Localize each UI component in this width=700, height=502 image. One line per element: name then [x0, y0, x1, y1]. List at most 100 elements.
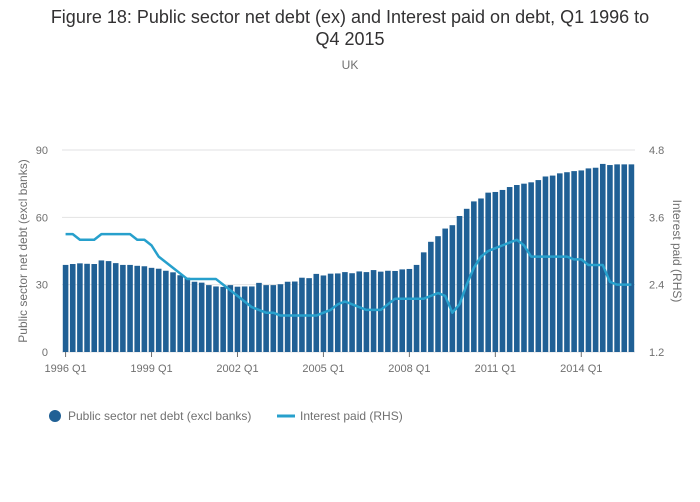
bar[interactable] — [506, 187, 513, 352]
bar[interactable] — [420, 252, 427, 352]
x-tick-label: 2002 Q1 — [216, 363, 258, 375]
bar[interactable] — [377, 271, 384, 352]
bar[interactable] — [621, 164, 628, 352]
legend-debt-swatch — [49, 410, 61, 422]
bar[interactable] — [191, 281, 198, 352]
bar[interactable] — [363, 272, 370, 352]
bar[interactable] — [220, 286, 226, 352]
x-tick-label: 1999 Q1 — [130, 363, 172, 375]
right-tick-label: 1.2 — [649, 347, 664, 359]
bar[interactable] — [549, 175, 556, 352]
bar[interactable] — [234, 286, 241, 352]
chart-title-line-2: Q4 2015 — [315, 29, 384, 49]
bar[interactable] — [155, 268, 162, 352]
line-series — [65, 232, 632, 317]
bar[interactable] — [270, 285, 277, 352]
bar[interactable] — [249, 286, 255, 352]
bar[interactable] — [585, 168, 592, 352]
bar[interactable] — [91, 264, 98, 352]
bar[interactable] — [456, 215, 463, 352]
bar[interactable] — [105, 261, 112, 352]
left-tick-label: 30 — [36, 280, 48, 292]
bar[interactable] — [62, 264, 69, 352]
bar[interactable] — [170, 272, 176, 352]
interest-line[interactable] — [65, 232, 632, 317]
bar[interactable] — [478, 198, 484, 352]
bar[interactable] — [449, 225, 456, 352]
x-tick-label: 2008 Q1 — [388, 363, 430, 375]
bar[interactable] — [163, 270, 169, 352]
bar[interactable] — [263, 285, 269, 352]
bar[interactable] — [628, 164, 635, 352]
bar[interactable] — [177, 275, 183, 352]
legend-item-interest[interactable]: Interest paid (RHS) — [277, 409, 403, 423]
bar[interactable] — [535, 180, 542, 352]
bar[interactable] — [463, 208, 470, 352]
bar-series — [62, 163, 635, 352]
bar[interactable] — [356, 271, 363, 352]
bar[interactable] — [148, 267, 155, 352]
bar[interactable] — [277, 284, 284, 352]
legend-debt-label: Public sector net debt (excl banks) — [68, 409, 251, 423]
bar[interactable] — [592, 167, 599, 352]
bar[interactable] — [349, 273, 355, 352]
legend-item-debt[interactable]: Public sector net debt (excl banks) — [49, 409, 251, 423]
bar[interactable] — [385, 270, 391, 352]
bar[interactable] — [77, 263, 83, 352]
right-axis-ticks: 1.2 2.4 3.6 4.8 — [649, 145, 664, 359]
legend-interest-label: Interest paid (RHS) — [300, 409, 403, 423]
bar[interactable] — [542, 176, 549, 352]
bar[interactable] — [327, 273, 334, 352]
x-tick-label: 2005 Q1 — [302, 363, 344, 375]
bar[interactable] — [134, 265, 140, 352]
bar[interactable] — [256, 282, 262, 352]
bar[interactable] — [313, 273, 320, 352]
bar[interactable] — [614, 164, 620, 352]
bar[interactable] — [499, 189, 506, 352]
bar[interactable] — [241, 286, 248, 352]
bar[interactable] — [141, 266, 148, 352]
bar[interactable] — [557, 173, 563, 352]
bar[interactable] — [571, 171, 577, 352]
bar[interactable] — [413, 264, 420, 352]
bar[interactable] — [406, 268, 413, 352]
legend: Public sector net debt (excl banks) Inte… — [49, 409, 403, 423]
bar[interactable] — [206, 285, 212, 352]
bar[interactable] — [284, 281, 291, 352]
bar[interactable] — [184, 277, 191, 352]
bar[interactable] — [198, 282, 205, 352]
bar[interactable] — [120, 264, 126, 352]
gridlines — [62, 149, 635, 353]
chart-title-line-1: Figure 18: Public sector net debt (ex) a… — [51, 7, 649, 27]
bar[interactable] — [227, 285, 234, 352]
left-tick-label: 60 — [36, 212, 48, 224]
bar[interactable] — [399, 269, 406, 352]
bar[interactable] — [112, 263, 119, 352]
bar[interactable] — [98, 260, 105, 352]
bar[interactable] — [127, 264, 133, 352]
right-tick-label: 4.8 — [649, 145, 664, 157]
bar[interactable] — [471, 201, 477, 352]
bar[interactable] — [564, 172, 570, 352]
bar[interactable] — [213, 286, 219, 352]
bar[interactable] — [492, 191, 499, 352]
bar[interactable] — [334, 273, 341, 352]
bar[interactable] — [521, 183, 527, 352]
right-tick-label: 2.4 — [649, 280, 664, 292]
bar[interactable] — [342, 272, 348, 352]
bar[interactable] — [84, 263, 90, 352]
bar[interactable] — [392, 270, 398, 352]
bar[interactable] — [599, 163, 606, 352]
bar[interactable] — [607, 165, 613, 352]
bar[interactable] — [578, 170, 585, 352]
bar[interactable] — [69, 264, 76, 352]
bar[interactable] — [514, 185, 520, 352]
bar[interactable] — [485, 192, 491, 352]
right-axis-title: Interest paid (RHS) — [670, 200, 684, 303]
bar[interactable] — [442, 228, 448, 352]
x-axis-ticks: 1996 Q1 1999 Q1 2002 Q1 2005 Q1 2008 Q1 2011 … — [44, 352, 602, 375]
left-axis-title: Public sector net debt (excl banks) — [16, 159, 30, 342]
bar[interactable] — [528, 182, 534, 352]
right-tick-label: 3.6 — [649, 212, 664, 224]
